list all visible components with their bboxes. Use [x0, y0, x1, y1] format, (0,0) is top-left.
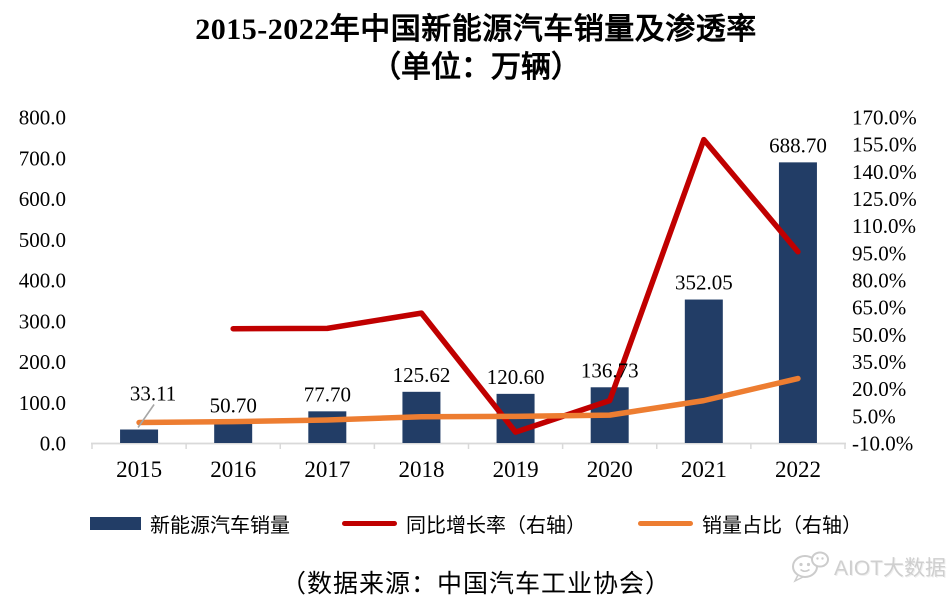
bar-2016: [214, 422, 253, 443]
legend-bar-swatch: [90, 517, 141, 530]
bar-data-label: 352.05: [675, 271, 733, 295]
x-axis-category-label: 2018: [398, 457, 444, 482]
watermark-text: AIOT大数据: [833, 557, 946, 580]
right-axis-tick-label: 110.0%: [852, 214, 916, 238]
right-axis-tick-label: 170.0%: [852, 106, 917, 130]
x-axis-category-label: 2021: [681, 457, 727, 482]
data-label-leader-line: [137, 404, 155, 428]
legend-label: 新能源汽车销量: [150, 515, 290, 537]
bar-data-label: 688.70: [769, 133, 827, 157]
chart-subtitle: （单位：万辆）: [371, 51, 581, 84]
legend-label: 销量占比（右轴）: [702, 515, 862, 537]
left-axis-tick-label: 100.0: [19, 391, 66, 415]
right-axis-tick-label: 80.0%: [852, 269, 906, 293]
left-axis-tick-label: 0.0: [40, 432, 66, 456]
right-axis-tick-label: 125.0%: [852, 187, 917, 211]
right-axis-tick-label: 20.0%: [852, 377, 906, 401]
right-axis-tick-label: 35.0%: [852, 350, 906, 374]
sales-share-line: [136, 375, 801, 426]
bar-data-label: 120.60: [487, 365, 545, 389]
right-axis-tick-label: 155.0%: [852, 133, 917, 157]
bar-data-label: 125.62: [393, 363, 451, 387]
bar-data-label: 33.11: [130, 382, 176, 406]
legend-line-swatch: [638, 521, 693, 526]
yoy-growth-line: [230, 136, 801, 435]
right-axis-tick-label: -10.0%: [852, 432, 913, 456]
x-axis-category-label: 2020: [587, 457, 633, 482]
left-axis-tick-label: 700.0: [19, 146, 66, 170]
legend-item-sales: 新能源汽车销量: [90, 509, 290, 538]
left-axis-tick-label: 300.0: [19, 309, 66, 333]
plot-area: 800.0 700.0 600.0 500.0 400.0 300.0 200.0 100.0…: [19, 106, 917, 483]
right-axis-tick-label: 140.0%: [852, 160, 917, 184]
right-axis-tick-label: 50.0%: [852, 323, 906, 347]
left-axis-tick-label: 200.0: [19, 350, 66, 374]
x-axis-category-label: 2015: [116, 457, 162, 482]
right-axis-tick-label: 5.0%: [852, 404, 896, 428]
legend-line-swatch: [342, 521, 397, 526]
bar-2021: [684, 299, 723, 443]
legend: 新能源汽车销量 同比增长率（右轴） 销量占比（右轴）: [0, 509, 952, 538]
bar-2022: [778, 162, 817, 444]
x-axis-category-label: 2017: [304, 457, 350, 482]
watermark: AIOT大数据: [791, 551, 946, 583]
left-axis-tick-label: 400.0: [19, 269, 66, 293]
chart-title: 2015-2022年中国新能源汽车销量及渗透率: [195, 13, 757, 46]
left-axis-tick-label: 600.0: [19, 187, 66, 211]
legend-item-sales-share: 销量占比（右轴）: [638, 509, 862, 538]
wechat-logo-icon: [791, 551, 829, 583]
source-note: （数据来源：中国汽车工业协会）: [280, 571, 671, 598]
bar-2017: [308, 411, 347, 443]
bar-data-label: 50.70: [210, 393, 257, 417]
left-axis-tick-label: 500.0: [19, 228, 66, 252]
left-axis-tick-label: 800.0: [19, 106, 66, 130]
x-axis-category-label: 2022: [775, 457, 821, 482]
legend-label: 同比增长率（右轴）: [406, 515, 586, 537]
bar-data-label: 77.70: [304, 382, 351, 406]
x-axis-category-label: 2016: [210, 457, 256, 482]
right-axis-tick-label: 95.0%: [852, 241, 906, 265]
legend-item-yoy-growth: 同比增长率（右轴）: [342, 509, 586, 538]
bar-2015: [120, 429, 159, 443]
bar-data-label: 136.73: [581, 358, 639, 382]
x-axis-category-label: 2019: [493, 457, 539, 482]
right-axis-tick-label: 65.0%: [852, 296, 906, 320]
